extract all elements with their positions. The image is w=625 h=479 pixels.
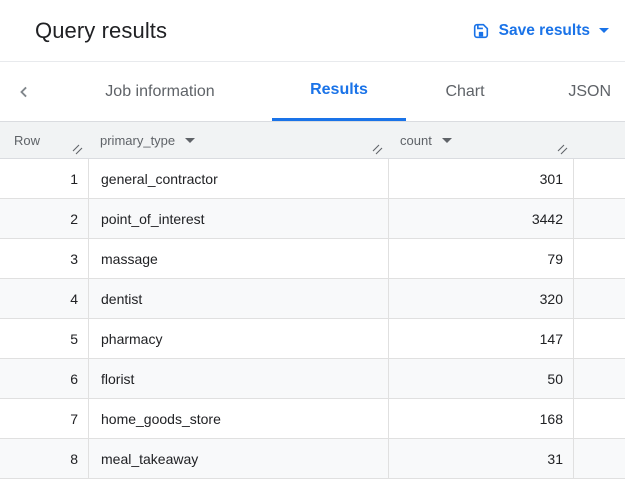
empty-cell (573, 439, 625, 478)
tab-results[interactable]: Results (272, 62, 406, 121)
row-number-cell: 7 (70, 410, 78, 427)
primary-type-cell[interactable]: massage (88, 239, 388, 278)
save-icon (472, 22, 490, 40)
tab-bar: Job information Results Chart JSON (0, 62, 625, 122)
tab-chart[interactable]: Chart (445, 82, 485, 100)
empty-cell (573, 239, 625, 278)
column-header-row-label: Row (14, 132, 41, 148)
empty-cell (573, 159, 625, 198)
save-results-label: Save results (498, 21, 590, 39)
column-resize-handle[interactable] (556, 143, 568, 155)
tab-json[interactable]: JSON (568, 82, 611, 100)
count-cell[interactable]: 168 (388, 399, 573, 438)
table-row: 6 florist 50 (0, 359, 625, 399)
column-header-count-label: count (400, 132, 432, 148)
column-resize-handle[interactable] (71, 143, 83, 155)
chevron-down-icon (599, 28, 609, 33)
primary-type-cell[interactable]: general_contractor (88, 159, 388, 198)
count-cell[interactable]: 79 (388, 239, 573, 278)
chevron-left-icon (20, 86, 27, 97)
primary-type-cell[interactable]: point_of_interest (88, 199, 388, 238)
row-number-cell: 1 (70, 170, 78, 187)
count-cell[interactable]: 301 (388, 159, 573, 198)
sort-caret-icon[interactable] (185, 137, 196, 143)
table-row: 1 general_contractor 301 (0, 159, 625, 199)
column-header-row: Row (0, 122, 88, 158)
results-table: 1 general_contractor 301 2 point_of_inte… (0, 159, 625, 479)
row-number-cell: 4 (70, 290, 78, 307)
results-header: Query results Save results (0, 0, 625, 62)
save-results-button[interactable]: Save results (472, 22, 609, 40)
primary-type-cell[interactable]: dentist (88, 279, 388, 318)
count-cell[interactable]: 320 (388, 279, 573, 318)
empty-cell (573, 279, 625, 318)
row-number-cell: 5 (70, 330, 78, 347)
table-row: 5 pharmacy 147 (0, 319, 625, 359)
empty-cell (573, 359, 625, 398)
column-header-primary-type-label: primary_type (100, 132, 176, 148)
column-header-count[interactable]: count (388, 122, 573, 158)
table-header: Row primary_type count (0, 122, 625, 159)
count-cell[interactable]: 3442 (388, 199, 573, 238)
primary-type-cell[interactable]: pharmacy (88, 319, 388, 358)
count-cell[interactable]: 50 (388, 359, 573, 398)
count-cell[interactable]: 31 (388, 439, 573, 478)
tab-job-information[interactable]: Job information (105, 82, 215, 100)
empty-cell (573, 319, 625, 358)
empty-cell (573, 199, 625, 238)
row-number-cell: 8 (70, 450, 78, 467)
table-row: 4 dentist 320 (0, 279, 625, 319)
table-row: 7 home_goods_store 168 (0, 399, 625, 439)
table-row: 2 point_of_interest 3442 (0, 199, 625, 239)
row-number-cell: 6 (70, 370, 78, 387)
column-header-primary-type[interactable]: primary_type (88, 122, 388, 158)
table-row: 3 massage 79 (0, 239, 625, 279)
row-number-cell: 3 (70, 250, 78, 267)
primary-type-cell[interactable]: home_goods_store (88, 399, 388, 438)
primary-type-cell[interactable]: florist (88, 359, 388, 398)
row-number-cell: 2 (70, 210, 78, 227)
primary-type-cell[interactable]: meal_takeaway (88, 439, 388, 478)
page-title: Query results (35, 17, 168, 43)
count-cell[interactable]: 147 (388, 319, 573, 358)
empty-cell (573, 399, 625, 438)
column-resize-handle[interactable] (371, 143, 383, 155)
sort-caret-icon[interactable] (441, 137, 452, 143)
chevron-left-button[interactable] (0, 62, 48, 121)
column-header-spacer (573, 122, 625, 158)
table-row: 8 meal_takeaway 31 (0, 439, 625, 479)
